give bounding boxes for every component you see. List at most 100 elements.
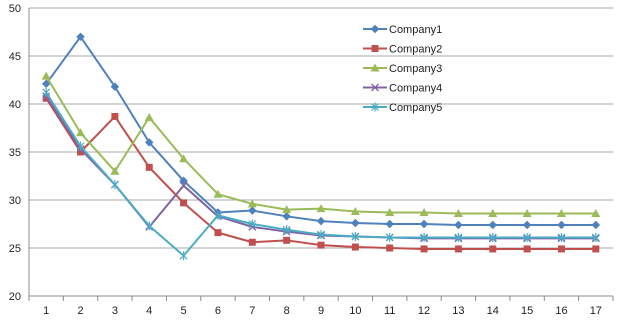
legend-entry-company1: Company1 xyxy=(363,24,442,36)
data-point-company5-13 xyxy=(454,232,463,242)
data-point-company3-3 xyxy=(110,166,120,175)
data-point-company1-11 xyxy=(385,219,395,229)
x-tick-label-4: 4 xyxy=(146,305,152,317)
data-point-company5-7 xyxy=(248,219,257,229)
data-point-company1-16 xyxy=(557,220,566,230)
legend: Company1 Company2 Company3 Company4 Company5 xyxy=(363,24,442,114)
legend-entry-company4: Company4 xyxy=(363,83,442,95)
x-tick-label-2: 2 xyxy=(77,305,83,317)
x-tick-label-6: 6 xyxy=(215,305,221,317)
x-tick-label-10: 10 xyxy=(349,305,361,317)
data-point-company2-3 xyxy=(111,112,119,120)
data-point-company3-6 xyxy=(213,189,223,198)
data-point-company3-17 xyxy=(591,208,601,217)
data-point-company2-10 xyxy=(351,243,359,251)
legend-marker-company1 xyxy=(370,24,380,34)
data-point-company1-3 xyxy=(110,82,120,92)
x-tick-label-7: 7 xyxy=(249,305,255,317)
data-point-company3-15 xyxy=(522,208,532,217)
x-tick-label-13: 13 xyxy=(452,305,464,317)
data-point-company2-13 xyxy=(454,245,462,253)
data-point-company3-8 xyxy=(282,205,292,214)
data-point-company2-9 xyxy=(317,241,325,249)
data-point-company3-1 xyxy=(41,71,51,80)
series-company5 xyxy=(42,87,600,261)
data-point-company1-12 xyxy=(419,219,429,229)
data-point-company2-7 xyxy=(248,238,256,246)
legend-label-company3: Company3 xyxy=(389,63,442,75)
data-point-company5-11 xyxy=(385,232,394,242)
data-point-company2-12 xyxy=(420,245,428,253)
data-point-company2-15 xyxy=(523,245,531,253)
legend-marker-company3 xyxy=(370,63,380,72)
data-point-company3-5 xyxy=(179,154,189,163)
data-point-company1-10 xyxy=(350,218,360,228)
y-tick-label-50: 50 xyxy=(9,3,21,15)
legend-label-company2: Company2 xyxy=(389,44,442,56)
x-tick-label-5: 5 xyxy=(181,305,187,317)
x-tick-label-8: 8 xyxy=(284,305,290,317)
data-point-company5-2 xyxy=(76,141,85,151)
data-point-company2-16 xyxy=(557,245,565,253)
y-tick-label-35: 35 xyxy=(9,147,21,159)
data-point-company5-10 xyxy=(351,231,360,241)
data-point-company5-15 xyxy=(523,232,532,242)
legend-entry-company2: Company2 xyxy=(363,44,442,56)
data-point-company2-17 xyxy=(592,245,600,253)
legend-label-company4: Company4 xyxy=(389,83,442,95)
x-tick-label-12: 12 xyxy=(418,305,430,317)
data-point-company3-12 xyxy=(419,207,429,216)
data-point-company2-8 xyxy=(283,236,291,244)
y-tick-label-30: 30 xyxy=(9,195,21,207)
data-point-company2-14 xyxy=(489,245,497,253)
series-line-company1 xyxy=(45,35,596,226)
y-tick-label-20: 20 xyxy=(9,291,21,303)
x-tick-label-11: 11 xyxy=(384,305,395,317)
data-point-company3-16 xyxy=(556,208,566,217)
legend-marker-company2 xyxy=(371,45,379,52)
data-point-company5-12 xyxy=(420,232,428,242)
data-point-company3-10 xyxy=(350,207,360,216)
x-tick-label-16: 16 xyxy=(555,305,567,317)
x-tick-label-9: 9 xyxy=(318,305,324,317)
data-point-company3-13 xyxy=(453,208,463,217)
legend-marker-company4 xyxy=(371,83,379,92)
y-tick-label-45: 45 xyxy=(9,51,21,63)
x-tick-label-14: 14 xyxy=(487,305,499,317)
series-company3 xyxy=(41,71,601,217)
data-point-company5-17 xyxy=(591,232,600,242)
data-point-company3-2 xyxy=(76,128,86,137)
data-point-company5-8 xyxy=(282,225,291,235)
data-point-company1-8 xyxy=(282,211,292,221)
data-point-company4-5 xyxy=(179,181,188,190)
series-lines xyxy=(41,32,601,261)
legend-label-company5: Company5 xyxy=(389,102,442,114)
y-tick-label-40: 40 xyxy=(9,99,21,111)
data-point-company1-13 xyxy=(454,220,463,230)
data-point-company2-5 xyxy=(180,199,188,207)
x-tick-label-17: 17 xyxy=(590,305,602,317)
data-point-company5-4 xyxy=(145,221,154,231)
data-point-company1-4 xyxy=(144,138,154,147)
series-company2 xyxy=(42,94,600,253)
data-point-company2-2 xyxy=(77,148,85,156)
data-point-company1-7 xyxy=(247,206,257,215)
x-tick-label-15: 15 xyxy=(521,305,533,317)
data-point-company2-6 xyxy=(214,229,222,237)
data-point-company1-1 xyxy=(41,79,51,89)
data-point-company3-14 xyxy=(488,208,498,217)
legend-marker-company5 xyxy=(371,102,379,112)
marker-stroke xyxy=(371,83,379,92)
legend-label-company1: Company1 xyxy=(389,24,442,36)
data-point-company5-6 xyxy=(214,210,222,220)
series-line-company3 xyxy=(45,75,596,215)
data-point-company1-2 xyxy=(76,32,85,42)
data-point-company1-9 xyxy=(316,216,326,226)
data-point-company5-5 xyxy=(179,251,188,261)
data-point-company2-1 xyxy=(42,94,50,102)
data-point-company3-4 xyxy=(144,112,154,121)
data-point-company5-1 xyxy=(42,87,51,97)
data-point-company2-11 xyxy=(386,244,394,252)
x-tick-label-3: 3 xyxy=(112,305,118,317)
